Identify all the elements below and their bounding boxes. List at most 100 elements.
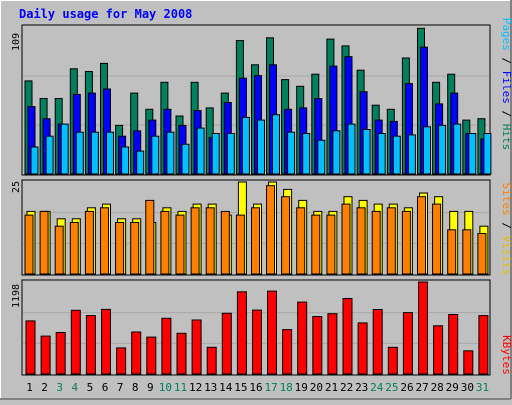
x-label-day-3: 3 [56, 381, 63, 394]
sites-bar-day-31 [477, 233, 487, 275]
hits-ymax-label: 109 [11, 33, 22, 51]
x-label-day-24: 24 [370, 381, 384, 394]
kbytes-bar-day-31 [478, 315, 489, 375]
kbytes-bar-day-11 [176, 332, 187, 375]
pages-bar-day-25 [392, 135, 401, 175]
sites-bar-day-6 [100, 207, 109, 275]
bar-marks [24, 27, 492, 375]
sites-bar-day-17 [266, 185, 275, 275]
pages-bar-day-15 [241, 116, 250, 175]
pages-bar-day-13 [211, 133, 220, 175]
kbytes-bar-day-28 [433, 325, 444, 375]
kbytes-bar-day-22 [342, 298, 353, 375]
kbytes-bar-day-12 [191, 319, 202, 375]
kbytes-bar-day-10 [161, 317, 172, 375]
sites-bar-day-14 [220, 210, 230, 275]
legend-pages: Pages [500, 18, 512, 51]
x-label-day-15: 15 [234, 381, 247, 394]
kbytes-bar-day-27 [418, 281, 428, 375]
x-tick-labels: 1 2 3 4 5 6 7 8 9 10 11 12 13 14 15 16 17 18 19 20 21 22 23 24 2… [26, 381, 489, 394]
legend-kbytes: KBytes [500, 335, 512, 375]
kbytes-bar-day-25 [387, 346, 398, 375]
pages-bar-day-21 [332, 130, 341, 175]
x-label-day-12: 12 [189, 381, 202, 394]
kbytes-bar-day-15 [236, 291, 247, 375]
x-label-day-17: 17 [264, 381, 277, 394]
legend-separator: / [500, 51, 512, 71]
pages-bar-day-31 [483, 133, 492, 175]
pages-bar-day-27 [423, 126, 431, 175]
kbytes-bar-day-8 [131, 331, 142, 375]
kbytes-panel-frame [21, 279, 491, 376]
sites-bar-day-30 [462, 229, 472, 275]
sites-bar-day-27 [417, 196, 426, 275]
hits-panel-legend: Pages / Files / Hits [500, 18, 512, 151]
pages-bar-day-20 [317, 139, 326, 175]
pages-bar-day-12 [196, 127, 205, 175]
x-label-day-13: 13 [204, 381, 217, 394]
x-label-day-31: 31 [476, 381, 489, 394]
x-label-day-16: 16 [249, 381, 262, 394]
sites-bar-day-29 [447, 229, 457, 275]
sites-bar-day-9 [145, 199, 155, 275]
kbytes-bar-day-23 [357, 322, 368, 375]
pages-bar-day-3 [60, 123, 69, 175]
pages-bar-day-26 [407, 134, 416, 175]
sites-bar-day-11 [175, 214, 185, 275]
kbytes-bar-day-14 [221, 312, 232, 375]
sites-bar-day-19 [296, 207, 306, 275]
sites-bar-day-2 [39, 210, 49, 275]
x-label-day-5: 5 [87, 381, 94, 394]
x-label-day-14: 14 [219, 381, 233, 394]
kbytes-bar-day-18 [282, 329, 293, 375]
x-label-day-30: 30 [461, 381, 474, 394]
pages-bar-day-29 [453, 123, 462, 175]
pages-bar-day-24 [377, 133, 386, 175]
kbytes-bar-day-9 [146, 336, 157, 375]
legend-visits: Visits [500, 236, 512, 276]
sites-bar-day-3 [54, 225, 64, 275]
legend-files: Files [500, 71, 512, 104]
x-label-day-27: 27 [415, 381, 428, 394]
visits-ymax-label: 25 [11, 181, 22, 193]
sites-bar-day-26 [401, 210, 411, 275]
sites-bar-day-15 [235, 214, 245, 275]
pages-bar-day-7 [121, 146, 130, 175]
x-label-day-11: 11 [174, 381, 187, 394]
pages-bar-day-22 [347, 123, 356, 175]
sites-bar-day-16 [251, 207, 260, 275]
x-label-day-29: 29 [446, 381, 459, 394]
chart-title: Daily usage for May 2008 [19, 7, 192, 21]
x-label-day-21: 21 [325, 381, 338, 394]
x-label-day-18: 18 [280, 381, 293, 394]
sites-bar-day-13 [205, 207, 215, 275]
sites-bar-day-8 [130, 222, 140, 275]
legend-separator: / [500, 104, 512, 124]
kbytes-bar-day-29 [448, 314, 459, 375]
pages-bar-day-16 [257, 119, 265, 175]
pages-bar-day-6 [106, 131, 114, 175]
x-label-day-26: 26 [400, 381, 413, 394]
x-label-day-25: 25 [385, 381, 398, 394]
sites-bar-day-18 [281, 196, 291, 275]
sites-bar-day-22 [341, 203, 351, 275]
pages-bar-day-5 [90, 131, 99, 175]
sites-bar-day-23 [356, 207, 366, 275]
pages-bar-day-10 [166, 131, 175, 175]
kbytes-bar-day-2 [40, 335, 51, 375]
pages-bar-day-14 [226, 133, 235, 175]
x-label-day-19: 19 [295, 381, 308, 394]
x-label-day-22: 22 [340, 381, 353, 394]
x-label-day-6: 6 [102, 381, 109, 394]
kbytes-bar-day-30 [463, 350, 474, 375]
pages-bar-day-9 [151, 135, 160, 175]
pages-bar-day-17 [272, 114, 280, 175]
x-label-day-8: 8 [132, 381, 139, 394]
sites-bar-day-12 [190, 207, 200, 275]
kbytes-bar-day-17 [267, 290, 277, 375]
pages-bar-day-18 [287, 131, 296, 175]
kbytes-bar-day-20 [312, 316, 323, 375]
kbytes-bar-day-13 [206, 346, 217, 375]
